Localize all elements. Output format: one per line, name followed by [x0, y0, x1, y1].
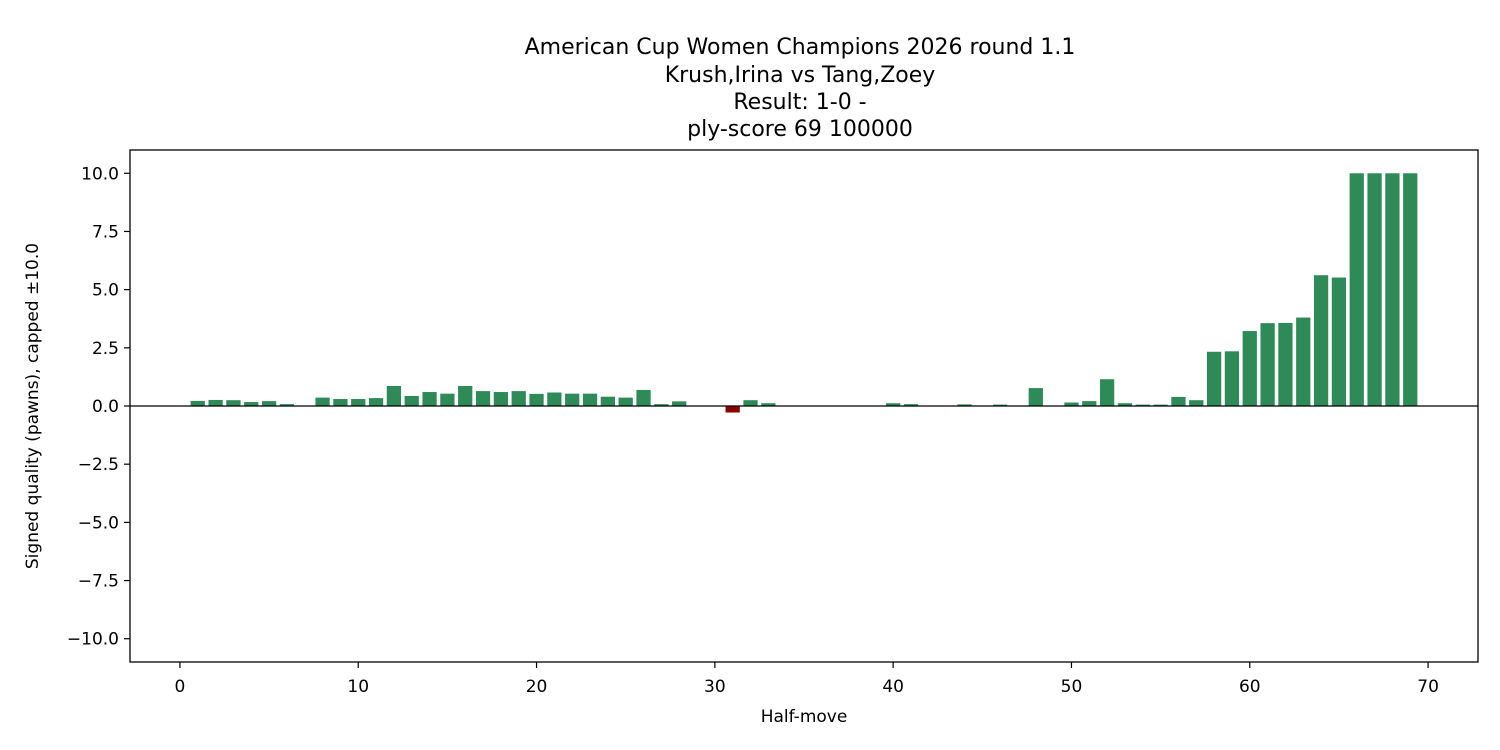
bar: [672, 401, 687, 406]
bar: [333, 399, 348, 406]
bar: [582, 393, 598, 406]
y-tick-label: −10.0: [67, 630, 119, 650]
bar: [351, 399, 366, 406]
y-tick-label: −2.5: [78, 455, 119, 475]
bar: [743, 400, 758, 406]
bar: [386, 385, 402, 406]
bar: [1171, 396, 1186, 406]
x-tick-label: 70: [1417, 677, 1439, 697]
x-tick-label: 30: [704, 677, 726, 697]
y-tick-label: 2.5: [92, 339, 119, 359]
bar: [1260, 323, 1275, 406]
bar: [368, 398, 384, 406]
bar: [1189, 400, 1204, 406]
bar: [1206, 351, 1222, 406]
x-tick-label: 0: [175, 677, 186, 697]
bars-group: [190, 173, 1418, 413]
bar: [226, 400, 241, 406]
x-axis: 0 10 20 30 40 50 60 70: [175, 662, 1439, 697]
bar: [654, 404, 669, 406]
bar: [475, 391, 491, 406]
bar: [493, 392, 509, 406]
x-tick-label: 20: [526, 677, 548, 697]
x-tick-label: 40: [882, 677, 904, 697]
bar: [1278, 322, 1293, 406]
bar: [529, 393, 544, 406]
y-axis: 10.0 7.5 5.0 2.5 0.0 −2.5 −5.0 −7.5 −10.0: [67, 164, 130, 650]
bar: [618, 397, 633, 406]
title-line-4: ply-score 69 100000: [687, 117, 913, 142]
bar: [886, 403, 901, 406]
bar: [1028, 388, 1043, 406]
title-line-3: Result: 1-0 -: [733, 90, 866, 115]
title-line-1: American Cup Women Champions 2026 round …: [525, 35, 1076, 60]
bar: [1224, 351, 1240, 406]
bar: [957, 404, 972, 406]
bar: [903, 404, 919, 406]
bar: [1331, 277, 1347, 406]
y-tick-label: −7.5: [78, 572, 119, 592]
x-tick-label: 10: [347, 677, 369, 697]
bar: [458, 385, 473, 406]
chart-title: American Cup Women Champions 2026 round …: [525, 35, 1076, 142]
bar: [1367, 173, 1382, 406]
bar: [636, 389, 651, 406]
y-tick-label: 0.0: [92, 397, 119, 417]
bar: [422, 392, 437, 406]
bar: [1117, 403, 1133, 406]
y-axis-label: Signed quality (pawns), capped ±10.0: [23, 243, 43, 569]
bar: [190, 400, 205, 406]
bar: [244, 402, 259, 406]
bar: [279, 404, 295, 406]
bar: [404, 395, 419, 406]
bar: [1082, 401, 1097, 406]
y-tick-label: −5.0: [78, 513, 119, 533]
y-tick-label: 7.5: [92, 222, 119, 242]
bar: [1242, 331, 1257, 406]
bar: [1135, 404, 1150, 406]
bar: [1099, 379, 1115, 406]
bar: [1349, 173, 1364, 406]
bar: [1313, 275, 1329, 406]
bar: [761, 403, 776, 406]
bar: [1296, 317, 1311, 406]
x-tick-label: 50: [1061, 677, 1083, 697]
bar: [208, 399, 223, 406]
bar: [1064, 402, 1079, 406]
y-tick-label: 5.0: [92, 281, 119, 301]
bar: [440, 393, 455, 406]
bar: [547, 392, 562, 406]
bar: [511, 391, 526, 406]
bar: [1403, 173, 1418, 406]
x-axis-label: Half-move: [761, 707, 848, 727]
x-tick-label: 60: [1239, 677, 1261, 697]
bar: [993, 404, 1008, 406]
bar: [261, 401, 277, 406]
title-line-2: Krush,Irina vs Tang,Zoey: [665, 63, 936, 88]
y-tick-label: 10.0: [81, 164, 119, 184]
bar: [1385, 173, 1400, 406]
bar: [315, 397, 330, 406]
bar: [1153, 404, 1168, 406]
bar: [565, 393, 580, 406]
bar: [725, 406, 740, 413]
bar: [600, 396, 615, 406]
